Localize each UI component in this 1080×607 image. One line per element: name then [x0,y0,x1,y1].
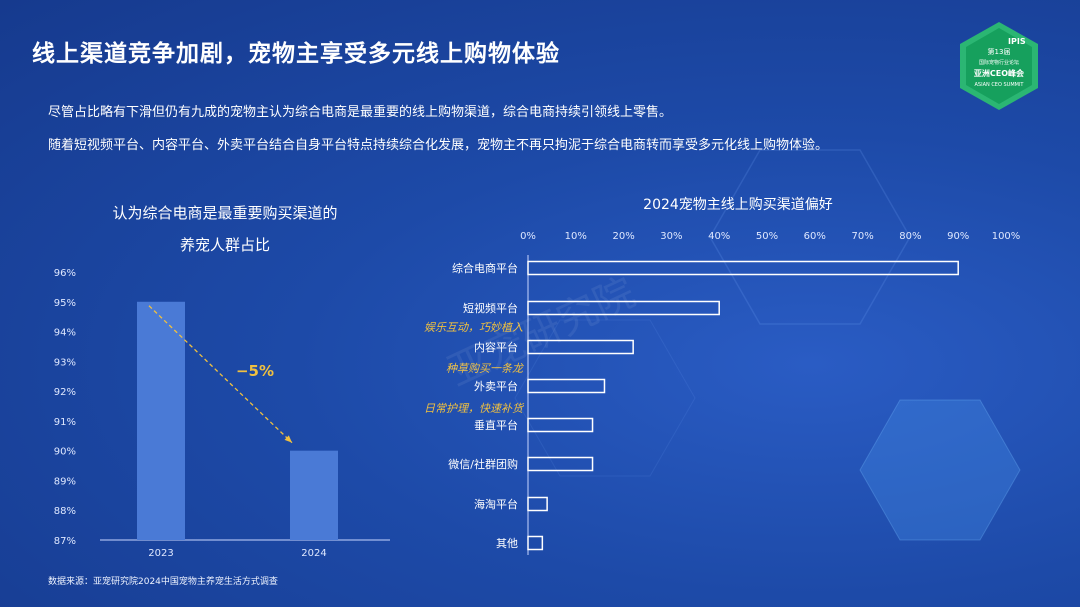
summit-logo: IPIS 第13届 国际宠物行业论坛 亚洲CEO峰会 ASIAN CEO SUM… [960,22,1038,110]
badge-line-3: 国际宠物行业论坛 [979,59,1019,66]
y-tick-label: 89% [54,476,76,487]
page-title: 线上渠道竞争加剧，宠物主享受多元线上购物体验 [32,41,560,67]
bar-2024 [290,450,338,540]
left-chart-title: 认为综合电商是最重要购买渠道的 [112,204,338,222]
y-tick-label: 95% [54,298,76,309]
bar-综合电商平台 [527,260,959,276]
category-label: 外卖平台 [474,379,518,393]
x-tick-label: 100% [992,231,1021,242]
intro-paragraph-2: 随着短视频平台、内容平台、外卖平台结合自身平台特点持续综合化发展，宠物主不再只拘… [48,138,829,153]
bar-短视频平台 [527,300,720,316]
category-label: 海淘平台 [474,497,518,511]
bar-其他 [527,535,544,551]
bar-2023 [137,301,185,540]
data-source-note: 数据来源：亚宠研究院2024中国宠物主养宠生活方式调查 [48,577,278,587]
x-tick-label: 0% [520,231,536,242]
badge-line-1: IPIS [1008,37,1026,46]
bar-垂直平台 [527,417,594,433]
x-tick-label: 20% [612,231,634,242]
badge-line-5: ASIAN CEO SUMMIT [975,82,1025,88]
left-bar-chart: 87% 88% 89% 90% 91% 92% 93% 94% 95% 96% 2023 2024 −5… [54,268,390,559]
x-tick-label: 2024 [301,548,326,559]
bar-内容平台 [527,339,634,355]
badge-line-4: 亚洲CEO峰会 [974,68,1024,78]
x-tick-label: 10% [565,231,587,242]
y-tick-label: 93% [54,357,76,368]
category-label: 垂直平台 [474,418,518,432]
annotation-label: 日常护理，快速补货 [424,402,525,415]
y-tick-label: 88% [54,506,76,517]
category-label: 综合电商平台 [452,261,518,275]
x-tick-label: 30% [660,231,682,242]
right-chart-title: 2024宠物主线上购买渠道偏好 [643,197,833,213]
annotation-label: 娱乐互动，巧妙植入 [424,321,523,334]
y-tick-label: 94% [54,328,76,339]
y-tick-label: 87% [54,536,76,547]
right-bar-chart: 0% 10% 20% 30% 40% 50% 60% 70% 80% 90% 100% 综合电商平台短… [424,231,1021,555]
bar-海淘平台 [527,496,548,512]
y-tick-label: 92% [54,387,76,398]
bar-微信/社群团购 [527,456,594,472]
y-tick-label: 96% [54,268,76,279]
category-label: 内容平台 [474,340,518,354]
y-tick-label: 90% [54,447,76,458]
category-label: 微信/社群团购 [448,457,518,471]
trend-arrow-head [284,435,292,443]
category-label: 其他 [496,537,518,550]
intro-paragraph-1: 尽管占比略有下滑但仍有九成的宠物主认为综合电商是最重要的线上购物渠道，综合电商持… [48,105,673,120]
x-tick-label: 40% [708,231,730,242]
y-tick-label: 91% [54,417,76,428]
change-label: −5% [236,362,274,380]
bar-外卖平台 [527,378,606,394]
left-chart-subtitle: 养宠人群占比 [179,236,270,254]
category-label: 短视频平台 [463,301,518,315]
x-tick-label: 70% [851,231,873,242]
x-tick-label: 90% [947,231,969,242]
x-tick-label: 50% [756,231,778,242]
x-tick-label: 80% [899,231,921,242]
x-tick-label: 2023 [148,548,173,559]
x-tick-label: 60% [804,231,826,242]
badge-line-2: 第13届 [988,47,1011,56]
trend-arrow-line [148,305,293,444]
annotation-label: 种草购买一条龙 [446,362,525,375]
